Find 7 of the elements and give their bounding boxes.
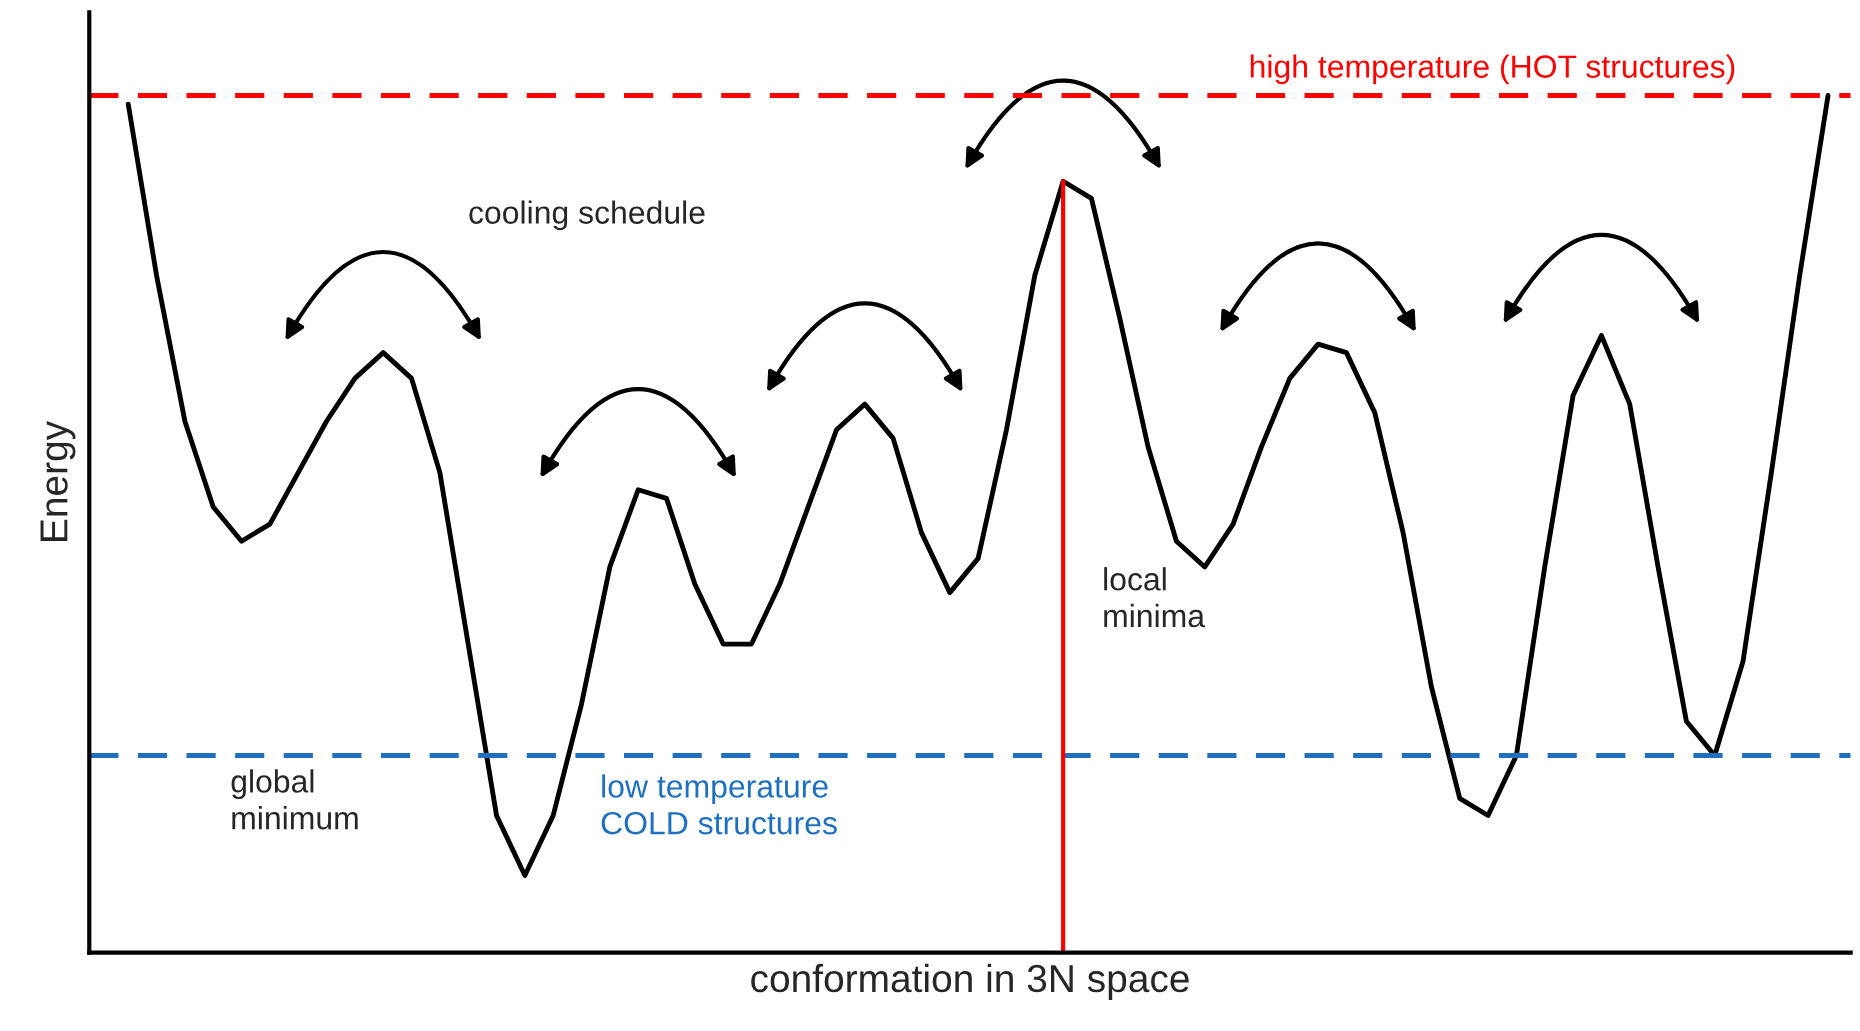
annotation: global minimum <box>231 769 358 830</box>
annotation: cooling schedule <box>469 200 705 231</box>
annotation: local minima <box>1104 567 1206 628</box>
ref-line-label: low temperature COLD structures <box>601 774 837 835</box>
x-axis-title: conformation in 3N space <box>751 963 1189 1001</box>
ref-line-label: high temperature (HOT structures) <box>1250 54 1735 85</box>
y-axis-title: Energy <box>40 420 76 541</box>
